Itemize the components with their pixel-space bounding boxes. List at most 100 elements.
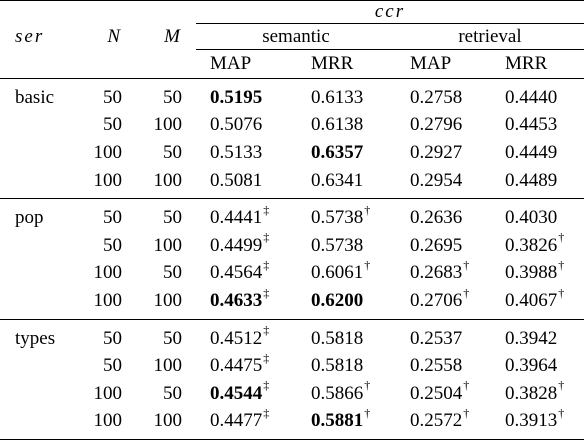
cell-value: 0.5076 — [210, 114, 263, 136]
cell-m: 50 — [163, 262, 182, 284]
cell-m: 100 — [153, 114, 183, 136]
cell-value: 0.5818 — [311, 355, 364, 377]
header-row-ccr: ccr — [0, 0, 584, 24]
cell-n: 100 — [93, 289, 123, 311]
significance-mark: † — [463, 378, 470, 393]
cell-value: 0.5738 — [311, 207, 364, 229]
cell-map-retrieval: 0.2758 — [396, 77, 491, 112]
cell-map-retrieval: 0.2558 — [396, 352, 491, 380]
cell-mrr-retrieval: 0.3942 — [491, 318, 584, 353]
cell-value: 0.6061 — [311, 262, 364, 284]
group-label — [0, 232, 78, 260]
cell-n: 100 — [93, 262, 123, 284]
cell-value: 0.3964 — [505, 355, 558, 377]
significance-mark: ‡ — [263, 202, 270, 217]
cell-value: 0.5195 — [210, 86, 263, 108]
group-label — [0, 139, 78, 167]
cell-map-semantic: 0.4499‡ — [196, 230, 297, 260]
cell-value: 0.5881 — [311, 410, 364, 432]
cell-value: 0.3913 — [505, 410, 558, 432]
cell-m: 100 — [153, 355, 183, 377]
cell-value: 0.2504 — [410, 382, 463, 404]
cell-mrr-retrieval: 0.3828† — [491, 378, 584, 408]
cell-value: 0.3988 — [505, 262, 558, 284]
cell-map-semantic: 0.5081 — [196, 167, 297, 199]
cell-n: 100 — [93, 141, 123, 163]
cell-mrr-retrieval: 0.4440 — [491, 77, 584, 112]
significance-mark: † — [558, 285, 565, 300]
cell-value: 0.2954 — [410, 169, 463, 191]
significance-mark: ‡ — [263, 230, 270, 245]
table-row: types 50 50 0.4512‡ 0.5818 0.2537 0.3942 — [0, 318, 584, 353]
cell-mrr-semantic: 0.5866† — [297, 379, 396, 408]
cell-n: 50 — [78, 77, 122, 112]
cell-mrr-retrieval: 0.4449 — [491, 139, 584, 167]
cell-value: 0.4449 — [505, 141, 558, 163]
cell-value: 0.5866 — [311, 382, 364, 404]
significance-mark: ‡ — [263, 258, 270, 273]
cell-value: 0.4544 — [210, 382, 263, 404]
significance-mark: ‡ — [263, 406, 270, 420]
cell-n: 50 — [103, 114, 122, 136]
group-label — [0, 380, 78, 408]
cell-value: 0.4489 — [505, 169, 558, 191]
cell-value: 0.6133 — [311, 86, 364, 108]
cell-map-semantic: 0.5195 — [196, 77, 297, 112]
cell-map-retrieval: 0.2954 — [396, 167, 491, 199]
cell-n: 50 — [103, 234, 122, 256]
header-mrr-retrieval: MRR — [505, 53, 548, 74]
significance-mark: † — [463, 406, 470, 420]
cell-value: 0.5133 — [210, 141, 263, 163]
cell-value: 0.3826 — [505, 234, 558, 256]
cell-mrr-semantic: 0.6061† — [297, 259, 396, 288]
cell-n: 100 — [93, 382, 123, 404]
group-label: basic — [0, 77, 78, 112]
header-retrieval: retrieval — [396, 23, 584, 50]
cell-value: 0.4030 — [505, 207, 558, 229]
cell-m: 50 — [122, 77, 196, 112]
cell-value: 0.2706 — [410, 289, 463, 311]
cell-map-retrieval: 0.2796 — [396, 112, 491, 140]
significance-mark: † — [558, 378, 565, 393]
cell-mrr-retrieval: 0.4067† — [491, 287, 584, 319]
cell-value: 0.4633 — [210, 289, 263, 311]
header-m: M — [164, 25, 182, 47]
significance-mark: † — [364, 202, 371, 217]
cell-value: 0.2636 — [410, 207, 463, 229]
header-mrr-semantic: MRR — [311, 53, 354, 74]
table-row: 50 100 0.5076 0.6138 0.2796 0.4453 — [0, 112, 584, 140]
cell-value: 0.4477 — [210, 410, 263, 432]
cell-value: 0.6138 — [311, 114, 364, 136]
cell-m: 50 — [163, 141, 182, 163]
significance-mark: † — [364, 406, 371, 420]
significance-mark: † — [558, 406, 565, 420]
cell-value: 0.4564 — [210, 262, 263, 284]
significance-mark: ‡ — [263, 323, 270, 338]
cell-value: 0.2572 — [410, 410, 463, 432]
table-row: 100 50 0.4564‡ 0.6061† 0.2683† 0.3988† — [0, 258, 584, 288]
header-row-metrics: MAP MRR MAP MRR — [0, 50, 584, 79]
cell-mrr-semantic: 0.6341 — [297, 167, 396, 199]
cell-value: 0.2758 — [410, 86, 463, 108]
header-semantic: semantic — [196, 23, 396, 50]
table-row: 50 100 0.4475‡ 0.5818 0.2558 0.3964 — [0, 352, 584, 380]
cell-mrr-semantic: 0.6138 — [297, 112, 396, 140]
significance-mark: ‡ — [263, 285, 270, 300]
cell-mrr-semantic: 0.5738 — [297, 232, 396, 260]
table-row: 100 50 0.4544‡ 0.5866† 0.2504† 0.3828† — [0, 378, 584, 408]
group-label — [0, 352, 78, 380]
header-map-retrieval: MAP — [410, 53, 452, 74]
cell-value: 0.3828 — [505, 382, 558, 404]
cell-n: 50 — [78, 318, 122, 353]
cell-map-retrieval: 0.2927 — [396, 139, 491, 167]
cell-n: 50 — [78, 198, 122, 232]
cell-mrr-semantic: 0.5738† — [297, 198, 396, 232]
cell-value: 0.2796 — [410, 114, 463, 136]
cell-m: 100 — [122, 407, 196, 441]
cell-map-semantic: 0.4477‡ — [196, 406, 297, 441]
cell-map-semantic: 0.4564‡ — [196, 258, 297, 288]
cell-map-semantic: 0.4475‡ — [196, 352, 297, 380]
cell-map-retrieval: 0.2537 — [396, 318, 491, 353]
cell-n: 50 — [103, 355, 122, 377]
